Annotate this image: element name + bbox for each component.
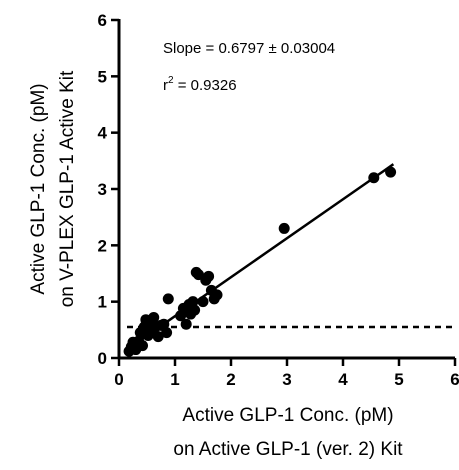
y-tick-label: 4 [98,124,108,143]
data-point [203,270,215,282]
regression-line [129,163,395,349]
data-point [152,331,164,343]
y-axis-title-line-1: Active GLP-1 Conc. (pM) [28,83,49,294]
data-point [368,172,380,184]
data-point [278,222,290,234]
x-axis-title-line-1: Active GLP-1 Conc. (pM) [182,405,393,426]
data-point [148,311,160,323]
y-tick-label: 0 [98,349,107,368]
y-tick-label: 1 [98,293,107,312]
x-axis-title-line-2: on Active GLP-1 (ver. 2) Kit [173,439,403,460]
y-tick-label: 2 [98,236,107,255]
data-point [385,166,397,178]
x-axis-ticks: 0 1 2 3 4 5 6 [114,358,459,389]
y-tick-label: 6 [98,11,107,30]
data-point [158,318,170,330]
y-axis-ticks: 0 1 2 3 4 5 6 [98,11,119,368]
data-point [180,318,192,330]
data-point [187,296,199,308]
data-point [137,340,149,352]
y-tick-label: 5 [98,67,107,86]
data-point [197,296,209,308]
data-point [162,293,174,305]
x-tick-label: 6 [450,370,459,389]
x-tick-label: 3 [282,370,291,389]
x-tick-label: 2 [226,370,235,389]
y-axis-title-line-2: on V-PLEX GLP-1 Active Kit [57,70,78,307]
x-tick-label: 5 [394,370,403,389]
data-point [189,304,201,316]
r-squared-annotation: r2 = 0.9326 [163,75,237,94]
data-point [161,327,173,339]
x-tick-label: 1 [170,370,179,389]
x-tick-label: 4 [338,370,348,389]
data-point [211,289,223,301]
slope-annotation: Slope = 0.6797 ± 0.03004 [163,40,335,57]
data-points [123,166,397,357]
x-tick-label: 0 [114,370,123,389]
y-tick-label: 3 [98,180,107,199]
